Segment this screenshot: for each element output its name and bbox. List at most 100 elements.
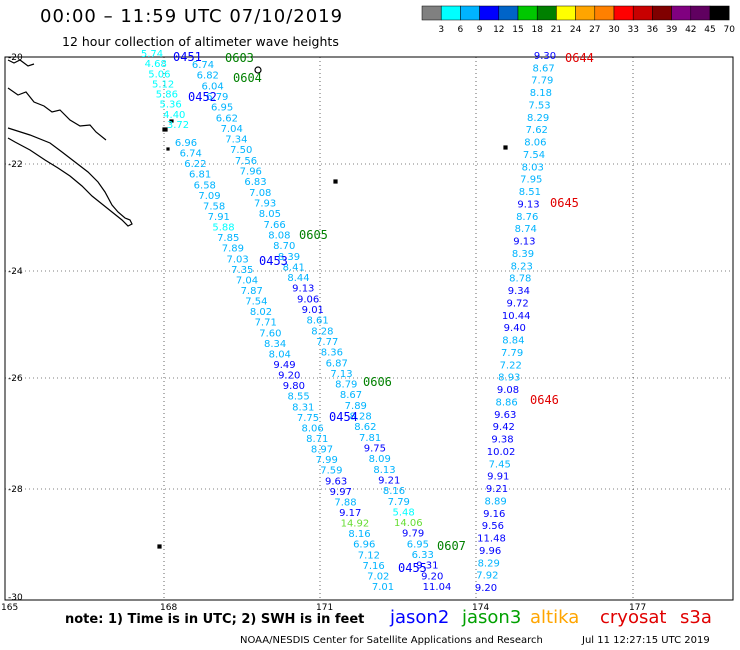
pass-label: 0607 xyxy=(437,539,466,553)
legend-label: 9 xyxy=(477,25,483,35)
legend-swatch xyxy=(575,5,596,21)
swh-value: 4.68 xyxy=(145,59,167,70)
swh-value: 8.62 xyxy=(354,422,376,433)
swh-value: 7.12 xyxy=(358,550,380,561)
legend-label: 21 xyxy=(551,25,562,35)
swh-value: 6.81 xyxy=(189,170,211,181)
swh-value: 14.06 xyxy=(394,518,423,529)
swh-value: 5.88 xyxy=(212,223,234,234)
swh-value: 9.20 xyxy=(278,371,300,382)
pass-label: 0603 xyxy=(225,51,254,65)
swh-value: 6.62 xyxy=(216,113,238,124)
island-south xyxy=(157,544,162,549)
swh-value: 6.74 xyxy=(192,60,214,71)
swh-value: 7.81 xyxy=(359,433,381,444)
swh-value: 9.20 xyxy=(421,571,443,582)
swh-value: 8.02 xyxy=(250,307,272,318)
pass-label: 0453 xyxy=(259,254,288,268)
swh-value: 7.54 xyxy=(523,150,545,161)
legend-label: 6 xyxy=(458,25,464,35)
legend-swatch xyxy=(671,5,692,21)
swh-value: 8.55 xyxy=(287,392,309,403)
swh-value: 6.79 xyxy=(206,92,228,103)
swh-value: 5.06 xyxy=(148,69,170,80)
swh-value: 11.48 xyxy=(477,534,506,545)
swh-value: 8.41 xyxy=(283,262,305,273)
legend-label: 42 xyxy=(685,25,696,35)
swh-value: 7.09 xyxy=(198,191,220,202)
swh-value: 7.58 xyxy=(203,201,225,212)
swh-value: 8.97 xyxy=(311,445,333,456)
swh-value: 7.93 xyxy=(254,199,276,210)
legend-swatch xyxy=(440,5,461,21)
swh-value: 8.76 xyxy=(516,212,538,223)
pass-label: 0646 xyxy=(530,393,559,407)
swh-value: 8.31 xyxy=(292,402,314,413)
pass-label: 0604 xyxy=(233,71,262,85)
swh-value: 7.22 xyxy=(500,360,522,371)
map-title: 00:00 – 11:59 UTC 07/10/2019 xyxy=(40,6,344,27)
legend-label: 18 xyxy=(531,25,543,35)
swh-value: 9.79 xyxy=(402,529,424,540)
swh-value: 7.60 xyxy=(259,328,281,339)
swh-value: 7.08 xyxy=(249,188,271,199)
legend-label: 30 xyxy=(608,25,620,35)
swh-value: 8.16 xyxy=(383,486,405,497)
swh-value: 9.42 xyxy=(493,422,515,433)
swh-value: 9.49 xyxy=(273,360,295,371)
swh-value: 9.08 xyxy=(497,385,519,396)
swh-value: 7.92 xyxy=(476,571,498,582)
swh-value: 9.16 xyxy=(483,509,505,520)
swh-value: 8.79 xyxy=(335,380,357,391)
map-subtitle: 12 hour collection of altimeter wave hei… xyxy=(62,34,339,49)
lat-label: -30 xyxy=(8,593,23,603)
swh-value: 10.44 xyxy=(502,311,531,322)
swh-value: 7.54 xyxy=(245,297,267,308)
legend-swatch xyxy=(613,5,634,21)
legend-swatch xyxy=(517,5,538,21)
swh-value: 7.50 xyxy=(230,145,252,156)
island-loyalty-3 xyxy=(166,147,170,151)
swh-value: 4.40 xyxy=(163,110,185,121)
swh-value: 6.22 xyxy=(184,159,206,170)
swh-value: 8.67 xyxy=(340,390,362,401)
legend-swatch xyxy=(479,5,500,21)
swh-value: 8.71 xyxy=(306,434,328,445)
legend-swatch xyxy=(709,5,730,21)
swh-value: 7.79 xyxy=(531,76,553,87)
swh-value: 7.62 xyxy=(526,125,548,136)
swh-value: 7.04 xyxy=(236,275,258,286)
altimeter-tracks: 5.744.685.065.125.865.364.403.726.746.82… xyxy=(141,49,556,594)
swh-value: 8.16 xyxy=(348,529,370,540)
swh-value: 7.02 xyxy=(367,571,389,582)
swh-value: 9.13 xyxy=(517,200,539,211)
swh-value: 5.36 xyxy=(159,100,181,111)
swh-value: 6.87 xyxy=(326,358,348,369)
legend-swatch xyxy=(690,5,711,21)
swh-value: 9.63 xyxy=(325,476,347,487)
swh-value: 7.89 xyxy=(345,401,367,412)
swh-value: 9.56 xyxy=(482,521,504,532)
swh-value: 6.95 xyxy=(407,539,429,550)
legend-label: 24 xyxy=(570,25,582,35)
swh-value: 7.01 xyxy=(372,582,394,593)
swh-value: 7.77 xyxy=(316,337,338,348)
swh-value: 7.85 xyxy=(217,233,239,244)
lon-label: 171 xyxy=(316,603,333,613)
swh-value: 8.61 xyxy=(306,316,328,327)
legend-swatch xyxy=(632,5,653,21)
swh-value: 8.36 xyxy=(321,348,343,359)
swh-value: 5.48 xyxy=(392,507,414,518)
swh-value: 9.38 xyxy=(491,435,513,446)
swh-value: 8.39 xyxy=(512,249,534,260)
swh-value: 8.08 xyxy=(268,230,290,241)
swh-value: 8.51 xyxy=(519,187,541,198)
legend-swatch xyxy=(556,5,576,21)
legend-swatch xyxy=(421,5,442,21)
swh-value: 7.04 xyxy=(221,124,243,135)
swh-value: 9.13 xyxy=(292,284,314,295)
swh-value: 8.78 xyxy=(509,274,531,285)
